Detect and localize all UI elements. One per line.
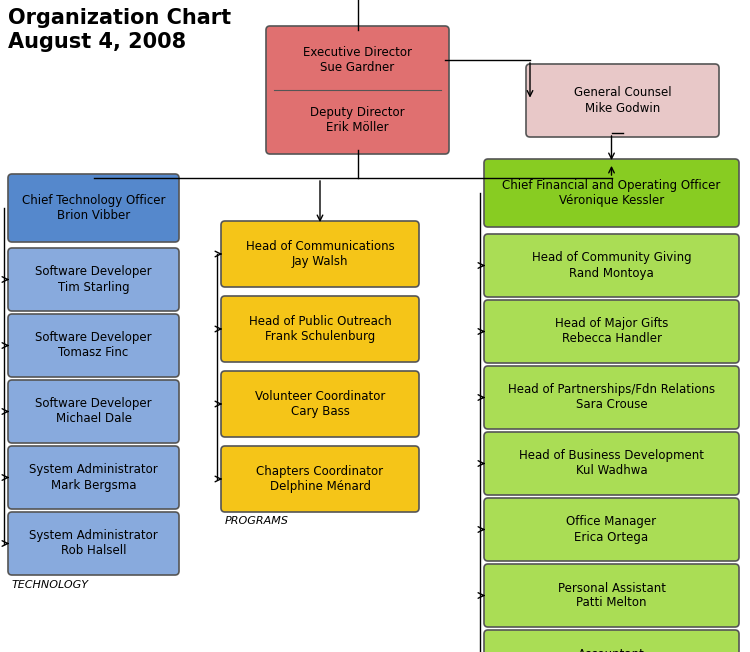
Text: Chief Technology Officer
Brion Vibber: Chief Technology Officer Brion Vibber xyxy=(22,194,165,222)
FancyBboxPatch shape xyxy=(484,234,739,297)
Text: Personal Assistant
Patti Melton: Personal Assistant Patti Melton xyxy=(557,582,665,610)
Text: Software Developer
Tomasz Finc: Software Developer Tomasz Finc xyxy=(35,331,152,359)
FancyBboxPatch shape xyxy=(8,446,179,509)
FancyBboxPatch shape xyxy=(8,174,179,242)
Text: System Administrator
Rob Halsell: System Administrator Rob Halsell xyxy=(29,529,158,557)
Text: Accountant
Mary Lou Secoquian: Accountant Mary Lou Secoquian xyxy=(552,647,671,652)
Text: Office Manager
Erica Ortega: Office Manager Erica Ortega xyxy=(566,516,656,544)
FancyBboxPatch shape xyxy=(484,366,739,429)
FancyBboxPatch shape xyxy=(484,564,739,627)
Text: Head of Major Gifts
Rebecca Handler: Head of Major Gifts Rebecca Handler xyxy=(555,318,668,346)
Text: Software Developer
Michael Dale: Software Developer Michael Dale xyxy=(35,398,152,426)
Text: Organization Chart: Organization Chart xyxy=(8,8,231,28)
FancyBboxPatch shape xyxy=(484,159,739,227)
Text: Head of Public Outreach
Frank Schulenburg: Head of Public Outreach Frank Schulenbur… xyxy=(248,315,392,343)
FancyBboxPatch shape xyxy=(484,498,739,561)
Text: System Administrator
Mark Bergsma: System Administrator Mark Bergsma xyxy=(29,464,158,492)
Text: Head of Communications
Jay Walsh: Head of Communications Jay Walsh xyxy=(246,240,394,268)
FancyBboxPatch shape xyxy=(8,314,179,377)
FancyBboxPatch shape xyxy=(8,380,179,443)
Text: Chief Financial and Operating Officer
Véronique Kessler: Chief Financial and Operating Officer Vé… xyxy=(503,179,721,207)
Text: Executive Director
Sue Gardner: Executive Director Sue Gardner xyxy=(303,46,412,74)
FancyBboxPatch shape xyxy=(221,371,419,437)
FancyBboxPatch shape xyxy=(266,26,449,154)
Text: PROGRAMS: PROGRAMS xyxy=(225,516,289,526)
FancyBboxPatch shape xyxy=(484,432,739,495)
Text: Head of Business Development
Kul Wadhwa: Head of Business Development Kul Wadhwa xyxy=(519,449,704,477)
Text: General Counsel
Mike Godwin: General Counsel Mike Godwin xyxy=(574,87,671,115)
FancyBboxPatch shape xyxy=(221,221,419,287)
FancyBboxPatch shape xyxy=(221,296,419,362)
Text: Software Developer
Tim Starling: Software Developer Tim Starling xyxy=(35,265,152,293)
FancyBboxPatch shape xyxy=(526,64,719,137)
Text: August 4, 2008: August 4, 2008 xyxy=(8,32,186,52)
FancyBboxPatch shape xyxy=(221,446,419,512)
Text: Chapters Coordinator
Delphine Ménard: Chapters Coordinator Delphine Ménard xyxy=(256,465,383,493)
Text: Head of Community Giving
Rand Montoya: Head of Community Giving Rand Montoya xyxy=(532,252,692,280)
Text: Volunteer Coordinator
Cary Bass: Volunteer Coordinator Cary Bass xyxy=(255,390,386,418)
FancyBboxPatch shape xyxy=(8,248,179,311)
Text: Deputy Director
Erik Möller: Deputy Director Erik Möller xyxy=(310,106,405,134)
Text: Head of Partnerships/Fdn Relations
Sara Crouse: Head of Partnerships/Fdn Relations Sara … xyxy=(508,383,715,411)
Text: TECHNOLOGY: TECHNOLOGY xyxy=(12,580,89,590)
FancyBboxPatch shape xyxy=(484,300,739,363)
FancyBboxPatch shape xyxy=(484,630,739,652)
FancyBboxPatch shape xyxy=(8,512,179,575)
